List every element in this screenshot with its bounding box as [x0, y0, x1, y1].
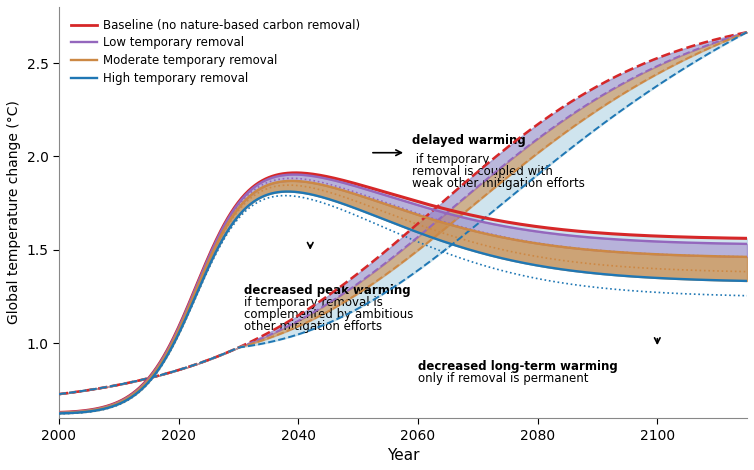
Text: other mitigation efforts: other mitigation efforts: [244, 320, 382, 333]
Text: if temporary removal is: if temporary removal is: [244, 296, 383, 309]
Y-axis label: Global temperature change (°C): Global temperature change (°C): [7, 101, 21, 324]
Text: if temporary: if temporary: [412, 153, 489, 166]
Text: removal is coupled with: removal is coupled with: [412, 165, 553, 178]
X-axis label: Year: Year: [387, 448, 419, 463]
Text: only if removal is permanent: only if removal is permanent: [418, 372, 588, 385]
Text: decreased peak warming: decreased peak warming: [244, 283, 411, 297]
Legend: Baseline (no nature-based carbon removal), Low temporary removal, Moderate tempo: Baseline (no nature-based carbon removal…: [65, 13, 366, 91]
Text: complemented by ambitious: complemented by ambitious: [244, 308, 414, 321]
Text: decreased long-term warming: decreased long-term warming: [418, 360, 618, 373]
Text: weak other mitigation efforts: weak other mitigation efforts: [412, 177, 585, 190]
Text: delayed warming: delayed warming: [412, 134, 526, 147]
